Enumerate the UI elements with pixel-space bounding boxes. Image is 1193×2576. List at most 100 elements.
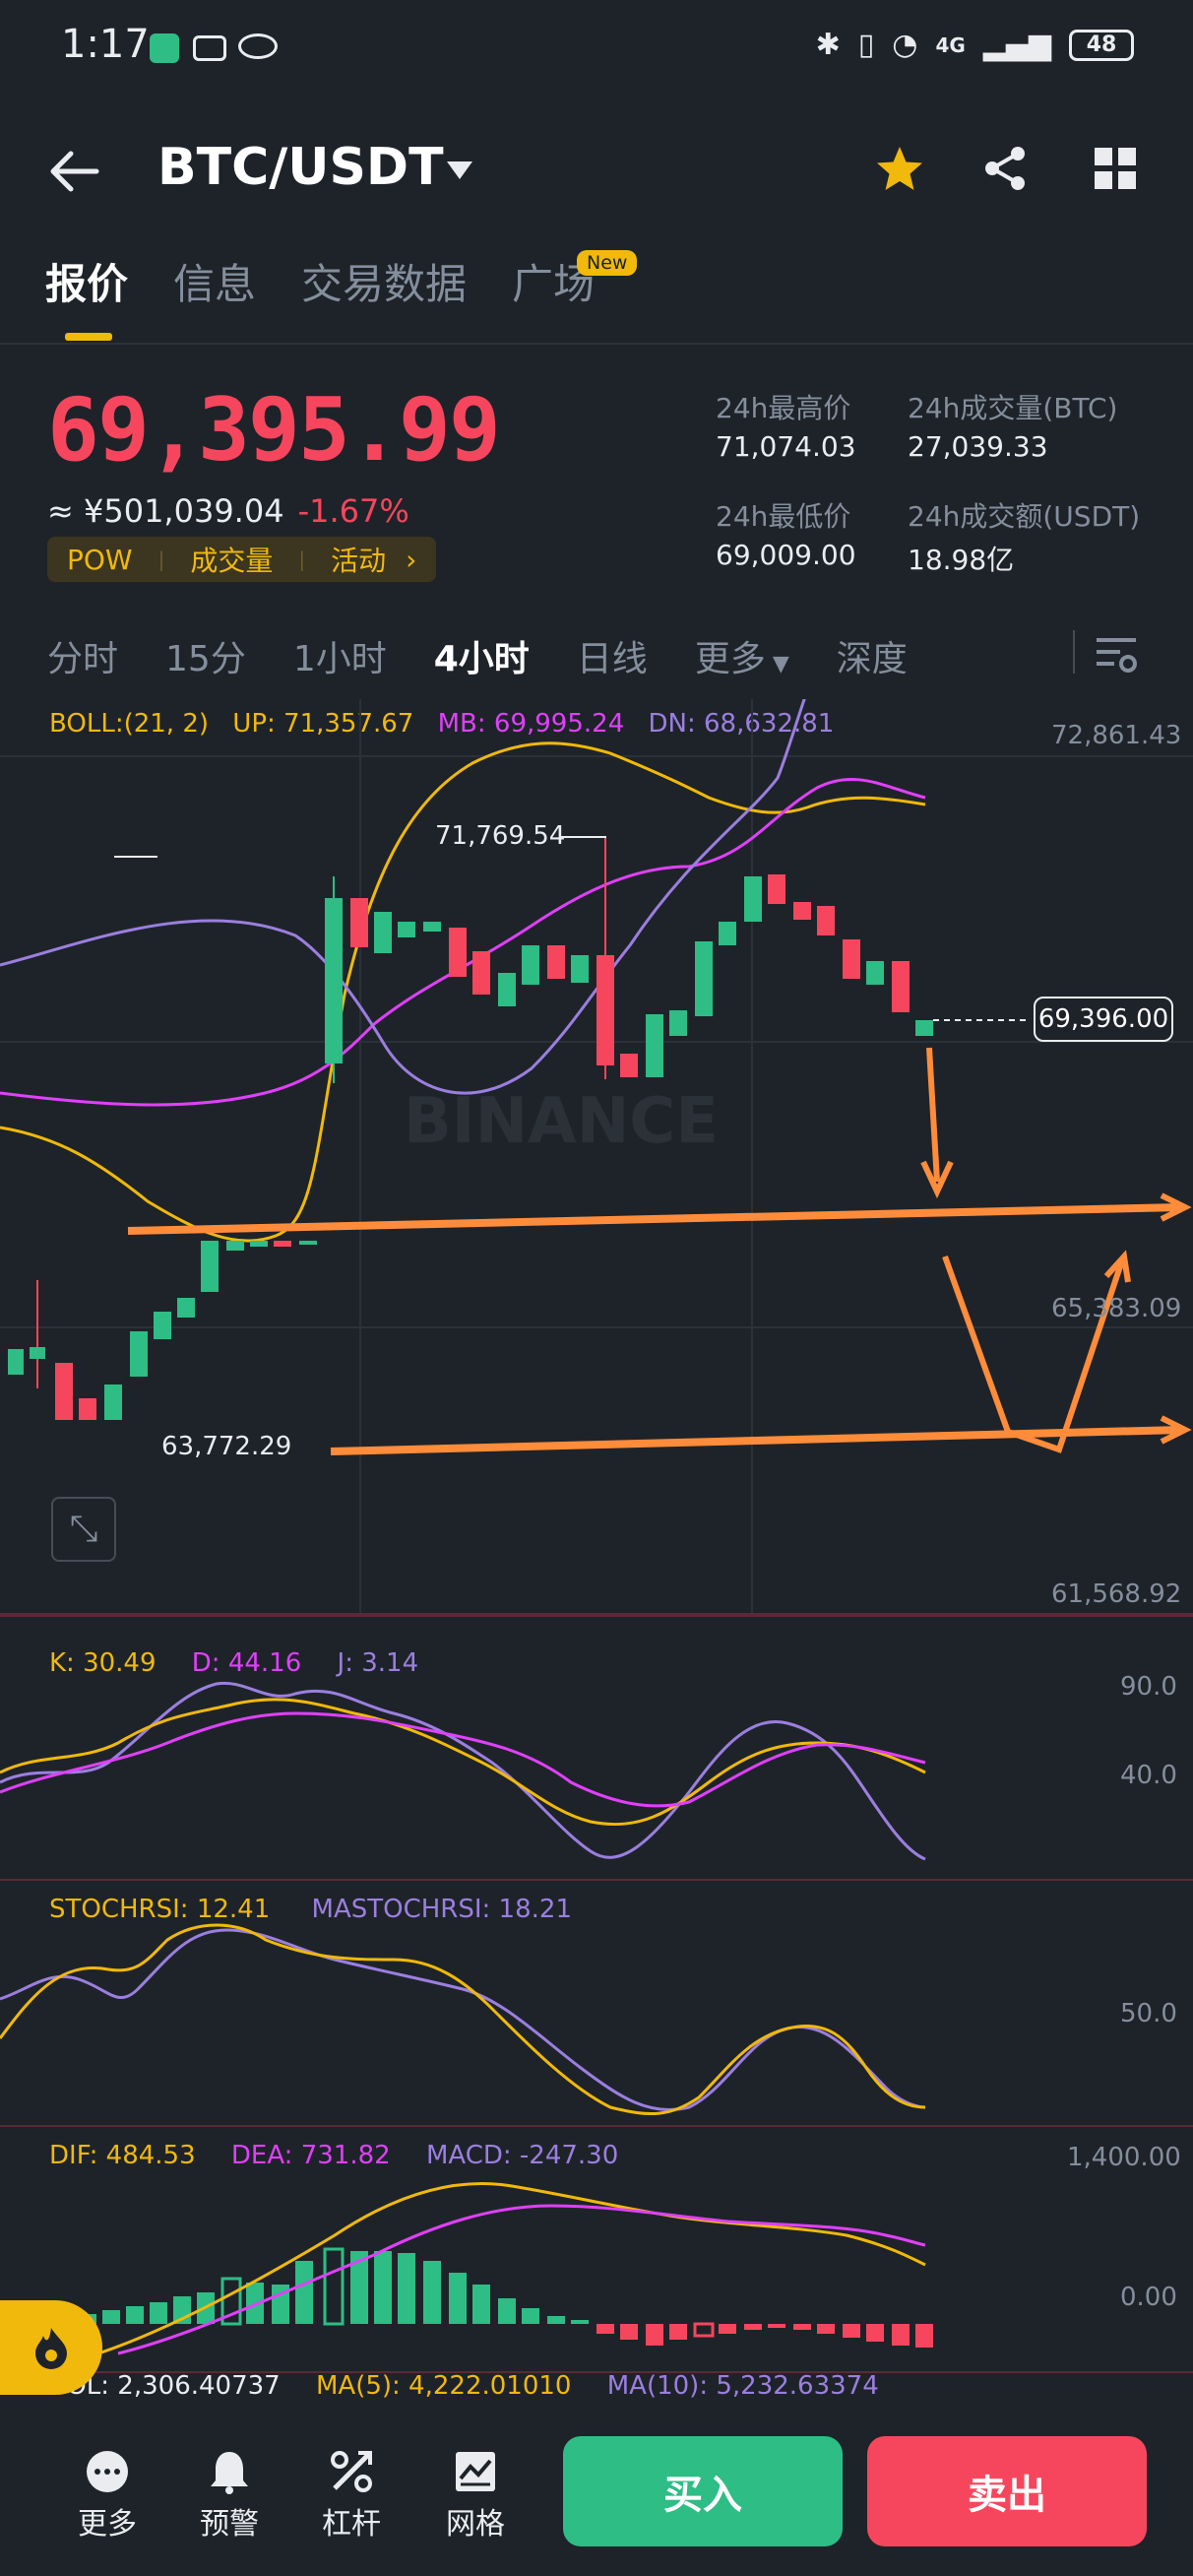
vol-usdt-label: 24h成交额(USDT): [908, 500, 1141, 533]
leverage-icon: [331, 2451, 372, 2492]
tf-1d[interactable]: 日线: [576, 639, 648, 679]
bottom-leverage[interactable]: 杠杆: [307, 2444, 396, 2543]
back-arrow-icon[interactable]: [49, 150, 102, 193]
floating-action-button[interactable]: [0, 2300, 102, 2395]
share-icon[interactable]: [980, 144, 1030, 193]
binance-watermark: BINANCE: [404, 1085, 719, 1158]
star-icon[interactable]: [874, 144, 925, 195]
current-price-tag[interactable]: 69,396.00: [1034, 997, 1173, 1042]
briefcase-icon: [193, 35, 226, 61]
kdj-j: J: 3.14: [337, 1648, 419, 1678]
timeframe-bar: 分时 15分 1小时 4小时 日线 更多 ▼ 深度: [47, 630, 908, 681]
status-bar: 1:17 ✱ ▯ ◔ 4G ▂▄▆ 48: [0, 0, 1193, 98]
pair-title[interactable]: BTC/USDT: [157, 138, 444, 197]
tf-time-share[interactable]: 分时: [47, 639, 119, 679]
cny-price: ≈ ¥501,039.04: [47, 492, 284, 530]
kdj-axis-hi: 90.0: [1120, 1672, 1177, 1702]
bottom-alert-label: 预警: [200, 2507, 259, 2542]
bottom-alert[interactable]: 预警: [185, 2444, 274, 2543]
axis-mid: 65,383.09: [1051, 1294, 1182, 1323]
signal-icon: ▂▄▆: [982, 28, 1051, 62]
macd-value: MACD: -247.30: [425, 2141, 619, 2170]
axis-bottom: 61,568.92: [1051, 1579, 1182, 1609]
tag-row[interactable]: POW | 成交量 | 活动 ›: [47, 537, 437, 582]
bottom-grid[interactable]: 网格: [431, 2444, 520, 2543]
status-time: 1:17: [61, 22, 150, 67]
kdj-chart: [0, 1681, 926, 1861]
macd-dea: DEA: 731.82: [230, 2141, 391, 2170]
macd-chart: [79, 2182, 933, 2355]
tf-divider: [1073, 630, 1075, 674]
status-icons: ✱ ▯ ◔ 4G ▂▄▆ 48: [816, 28, 1134, 62]
macd-axis-hi: 1,400.00: [1067, 2143, 1181, 2172]
tab-info[interactable]: 信息: [173, 260, 257, 308]
kdj-legend: K: 30.49 D: 44.16 J: 3.14: [49, 1648, 418, 1678]
network-type: 4G: [935, 32, 966, 57]
grid-menu-icon[interactable]: [1093, 146, 1138, 191]
active-tab-indicator: [65, 333, 112, 341]
bottom-leverage-label: 杠杆: [322, 2507, 381, 2542]
tab-quote[interactable]: 报价: [45, 260, 129, 308]
expand-chart-icon[interactable]: ⤡: [51, 1497, 116, 1562]
new-badge: New: [577, 250, 638, 276]
macd-axis-zero: 0.00: [1120, 2283, 1177, 2312]
sell-button[interactable]: 卖出: [867, 2436, 1147, 2546]
candlestick-chart[interactable]: BINANCE: [0, 699, 1193, 1615]
high-value: 71,074.03: [716, 430, 856, 463]
tf-4h[interactable]: 4小时: [433, 639, 530, 679]
tabs-divider: [0, 343, 1193, 345]
kdj-divider: [0, 1615, 1193, 1617]
vol-btc-value: 27,039.33: [908, 430, 1048, 463]
eye-icon: [238, 33, 278, 59]
chevron-right-icon: ›: [406, 543, 417, 576]
low-value: 69,009.00: [716, 539, 856, 571]
tf-more[interactable]: 更多 ▼: [695, 630, 789, 681]
caret-down-icon: ▼: [765, 652, 789, 676]
tag-activity[interactable]: 活动: [331, 545, 387, 577]
volume-divider: [0, 2371, 1193, 2373]
lower-candles-drawn: [8, 1241, 317, 1420]
tf-more-label: 更多: [694, 639, 766, 679]
high-marker-label: 71,769.54: [435, 821, 566, 851]
boll-legend: BOLL:(21, 2) UP: 71,357.67 MB: 69,995.24…: [49, 709, 834, 739]
tag-volume[interactable]: 成交量: [190, 545, 274, 577]
volume-legend: VOL: 2,306.40737 MA(5): 4,222.01010 MA(1…: [49, 2371, 879, 2401]
tf-1h[interactable]: 1小时: [292, 639, 387, 679]
caret-down-icon[interactable]: [445, 160, 474, 181]
chart-settings-icon[interactable]: [1095, 636, 1138, 676]
vol-btc-label: 24h成交量(BTC): [908, 392, 1118, 424]
stochrsi-axis: 50.0: [1120, 1999, 1177, 2029]
last-price: 69,395.99: [47, 379, 501, 481]
volume-ma10: MA(10): 5,232.63374: [606, 2371, 879, 2401]
kdj-k: K: 30.49: [49, 1648, 157, 1678]
buy-button[interactable]: 买入: [563, 2436, 843, 2546]
low-label: 24h最低价: [716, 500, 851, 533]
bell-icon: [211, 2452, 248, 2494]
macd-legend: DIF: 484.53 DEA: 731.82 MACD: -247.30: [49, 2141, 618, 2170]
battery-icon: 48: [1069, 29, 1134, 61]
more-icon: [87, 2451, 128, 2492]
boll-dn: DN: 68,632.81: [648, 709, 835, 739]
tag-pow[interactable]: POW: [67, 543, 133, 576]
low-marker-label: 63,772.29: [161, 1432, 292, 1461]
vol-usdt-value: 18.98亿: [908, 544, 1015, 576]
bluetooth-icon: ✱: [815, 28, 841, 62]
flame-icon: [35, 2328, 67, 2369]
mastochrsi-value: MASTOCHRSI: 18.21: [311, 1895, 572, 1924]
app-notification-icon: [150, 33, 179, 63]
lower-candle-clip: [0, 1241, 335, 1477]
bottom-more[interactable]: 更多: [63, 2444, 152, 2543]
tab-trading-data[interactable]: 交易数据: [301, 260, 468, 308]
kdj-axis-lo: 40.0: [1120, 1761, 1177, 1790]
stochrsi-chart: [0, 1923, 926, 2116]
tf-depth[interactable]: 深度: [836, 639, 908, 679]
candle-bodies-upper: [325, 837, 933, 1083]
high-label: 24h最高价: [716, 392, 851, 424]
boll-mb: MB: 69,995.24: [437, 709, 625, 739]
bottom-more-label: 更多: [78, 2507, 137, 2542]
vibrate-icon: ▯: [857, 28, 875, 62]
main-tabs: 报价 信息 交易数据 广场: [45, 251, 595, 311]
bottom-grid-label: 网格: [446, 2507, 505, 2542]
candlestick-upper: [114, 836, 1192, 1455]
tf-15m[interactable]: 15分: [165, 639, 246, 679]
